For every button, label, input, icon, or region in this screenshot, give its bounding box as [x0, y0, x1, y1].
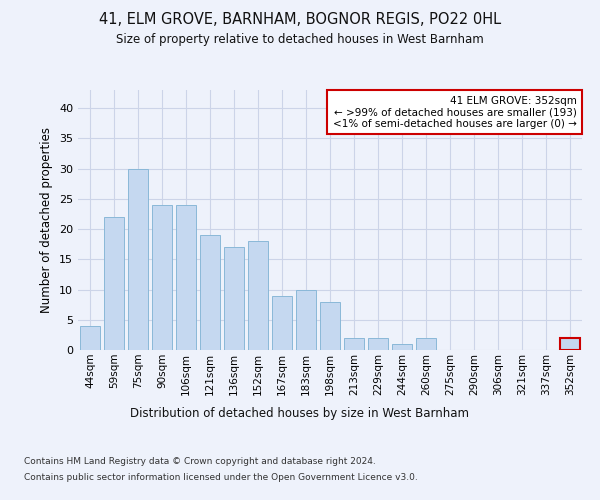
- Bar: [248, 241, 268, 350]
- Bar: [416, 338, 436, 350]
- Text: Contains HM Land Registry data © Crown copyright and database right 2024.: Contains HM Land Registry data © Crown c…: [24, 458, 376, 466]
- Bar: [392, 344, 412, 350]
- Text: Contains public sector information licensed under the Open Government Licence v3: Contains public sector information licen…: [24, 472, 418, 482]
- Bar: [224, 247, 244, 350]
- Bar: [272, 296, 292, 350]
- Bar: [128, 168, 148, 350]
- Bar: [320, 302, 340, 350]
- Bar: [296, 290, 316, 350]
- Bar: [200, 235, 220, 350]
- Bar: [344, 338, 364, 350]
- Text: Size of property relative to detached houses in West Barnham: Size of property relative to detached ho…: [116, 32, 484, 46]
- Text: 41 ELM GROVE: 352sqm
← >99% of detached houses are smaller (193)
<1% of semi-det: 41 ELM GROVE: 352sqm ← >99% of detached …: [332, 96, 577, 129]
- Bar: [104, 217, 124, 350]
- Bar: [176, 205, 196, 350]
- Bar: [560, 338, 580, 350]
- Bar: [368, 338, 388, 350]
- Bar: [152, 205, 172, 350]
- Text: 41, ELM GROVE, BARNHAM, BOGNOR REGIS, PO22 0HL: 41, ELM GROVE, BARNHAM, BOGNOR REGIS, PO…: [99, 12, 501, 28]
- Text: Distribution of detached houses by size in West Barnham: Distribution of detached houses by size …: [131, 408, 470, 420]
- Bar: [80, 326, 100, 350]
- Y-axis label: Number of detached properties: Number of detached properties: [40, 127, 53, 313]
